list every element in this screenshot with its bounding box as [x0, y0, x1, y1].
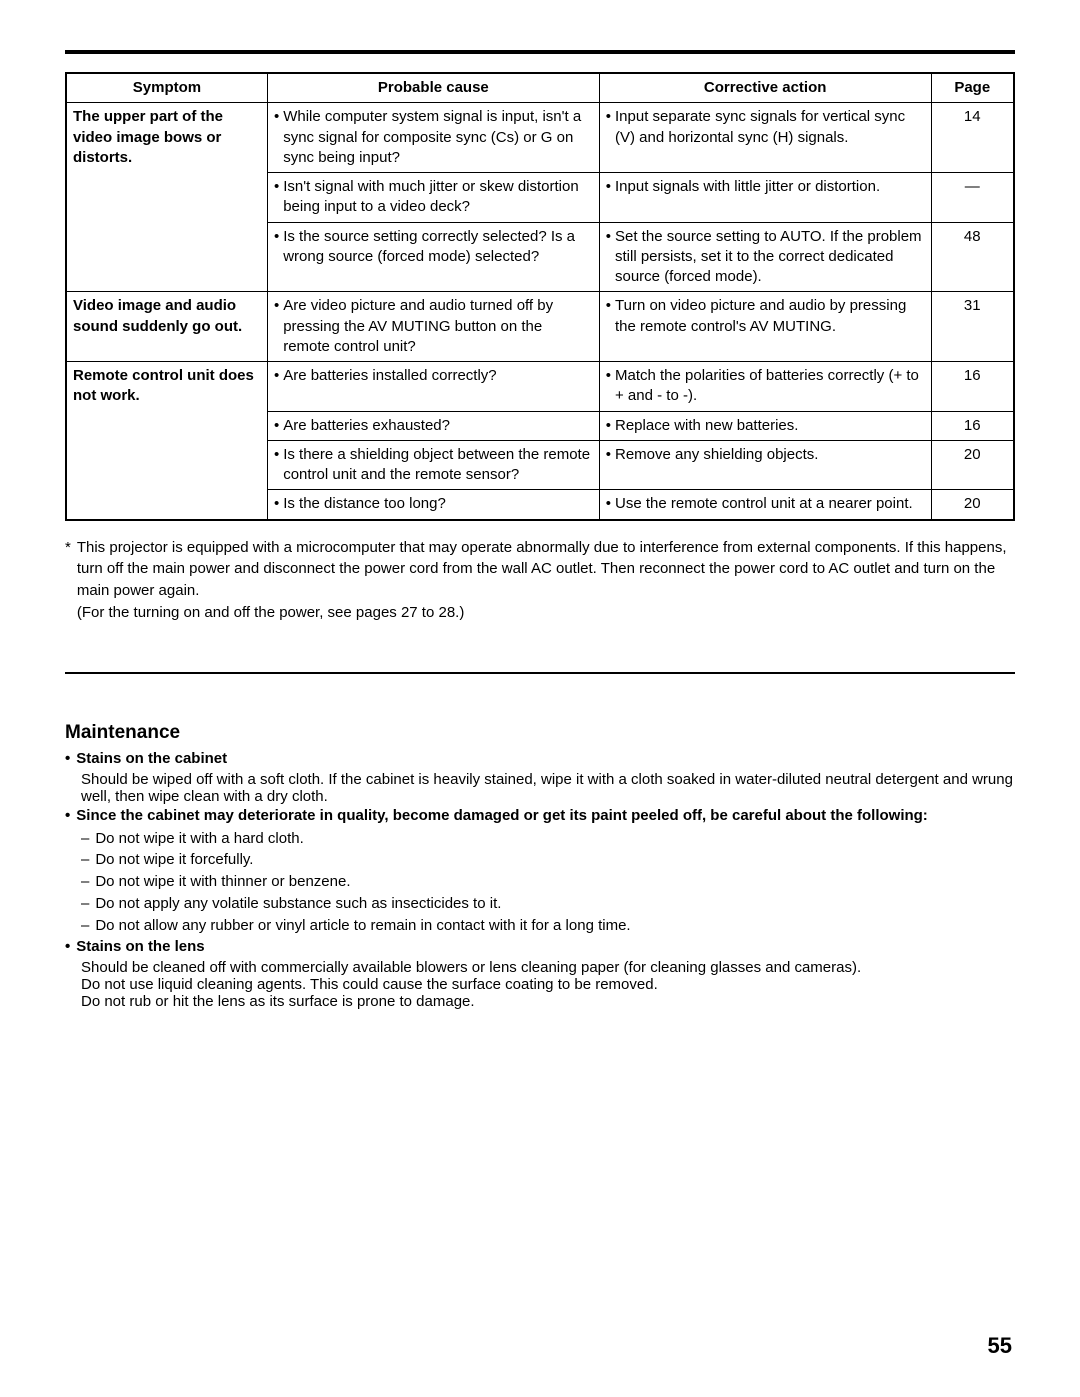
cause-cell: •While computer system signal is input, …: [267, 103, 599, 173]
cause-cell: •Are batteries exhausted?: [267, 411, 599, 440]
symptom-cell: Remote control unit does not work.: [66, 362, 267, 520]
table-row: Remote control unit does not work.•Are b…: [66, 362, 1014, 412]
page-cell: 31: [931, 292, 1014, 362]
footnote-text: This projector is equipped with a microc…: [77, 537, 1015, 624]
troubleshooting-table: Symptom Probable cause Corrective action…: [65, 72, 1015, 521]
header-symptom: Symptom: [66, 73, 267, 103]
footnote-asterisk: *: [65, 537, 77, 624]
page-cell: 16: [931, 411, 1014, 440]
footnote-line: (For the turning on and off the power, s…: [77, 602, 1015, 624]
action-cell: •Input separate sync signals for vertica…: [599, 103, 931, 173]
cause-cell: •Is the distance too long?: [267, 490, 599, 520]
maintenance-subitem: –Do not wipe it forcefully.: [81, 849, 1015, 871]
header-cause: Probable cause: [267, 73, 599, 103]
maintenance-heading: •Stains on the cabinet: [65, 748, 1015, 769]
maintenance-subitem: –Do not wipe it with thinner or benzene.: [81, 871, 1015, 893]
maintenance-text: Should be cleaned off with commercially …: [81, 959, 1015, 976]
table-body: The upper part of the video image bows o…: [66, 103, 1014, 520]
header-action: Corrective action: [599, 73, 931, 103]
cause-cell: •Is the source setting correctly selecte…: [267, 222, 599, 292]
maintenance-sublist: –Do not wipe it with a hard cloth.–Do no…: [81, 828, 1015, 937]
maintenance-heading: •Since the cabinet may deteriorate in qu…: [65, 805, 1015, 826]
mid-horizontal-rule: [65, 672, 1015, 674]
footnote-line: This projector is equipped with a microc…: [77, 537, 1015, 602]
table-row: Video image and audio sound suddenly go …: [66, 292, 1014, 362]
page-number: 55: [988, 1333, 1012, 1359]
page-cell: 20: [931, 490, 1014, 520]
action-cell: •Set the source setting to AUTO. If the …: [599, 222, 931, 292]
maintenance-text: Should be wiped off with a soft cloth. I…: [81, 771, 1015, 805]
cause-cell: •Isn't signal with much jitter or skew d…: [267, 173, 599, 223]
table-row: The upper part of the video image bows o…: [66, 103, 1014, 173]
top-horizontal-rule: [65, 50, 1015, 54]
page-cell: 14: [931, 103, 1014, 173]
cause-cell: •Are batteries installed correctly?: [267, 362, 599, 412]
action-cell: •Remove any shielding objects.: [599, 440, 931, 490]
maintenance-title: Maintenance: [65, 722, 1015, 744]
header-page: Page: [931, 73, 1014, 103]
symptom-cell: The upper part of the video image bows o…: [66, 103, 267, 292]
maintenance-body: •Stains on the cabinetShould be wiped of…: [65, 748, 1015, 1011]
table-header: Symptom Probable cause Corrective action…: [66, 73, 1014, 103]
page-cell: —: [931, 173, 1014, 223]
maintenance-subitem: –Do not allow any rubber or vinyl articl…: [81, 915, 1015, 937]
page-cell: 20: [931, 440, 1014, 490]
cause-cell: •Are video picture and audio turned off …: [267, 292, 599, 362]
action-cell: •Match the polarities of batteries corre…: [599, 362, 931, 412]
action-cell: •Use the remote control unit at a nearer…: [599, 490, 931, 520]
action-cell: •Turn on video picture and audio by pres…: [599, 292, 931, 362]
maintenance-heading: •Stains on the lens: [65, 936, 1015, 957]
page-cell: 16: [931, 362, 1014, 412]
maintenance-subitem: –Do not apply any volatile substance suc…: [81, 893, 1015, 915]
page-cell: 48: [931, 222, 1014, 292]
action-cell: •Replace with new batteries.: [599, 411, 931, 440]
maintenance-subitem: –Do not wipe it with a hard cloth.: [81, 828, 1015, 850]
action-cell: •Input signals with little jitter or dis…: [599, 173, 931, 223]
cause-cell: •Is there a shielding object between the…: [267, 440, 599, 490]
maintenance-text: Do not use liquid cleaning agents. This …: [81, 976, 1015, 993]
symptom-cell: Video image and audio sound suddenly go …: [66, 292, 267, 362]
footnote: * This projector is equipped with a micr…: [65, 537, 1015, 624]
maintenance-text: Do not rub or hit the lens as its surfac…: [81, 993, 1015, 1010]
